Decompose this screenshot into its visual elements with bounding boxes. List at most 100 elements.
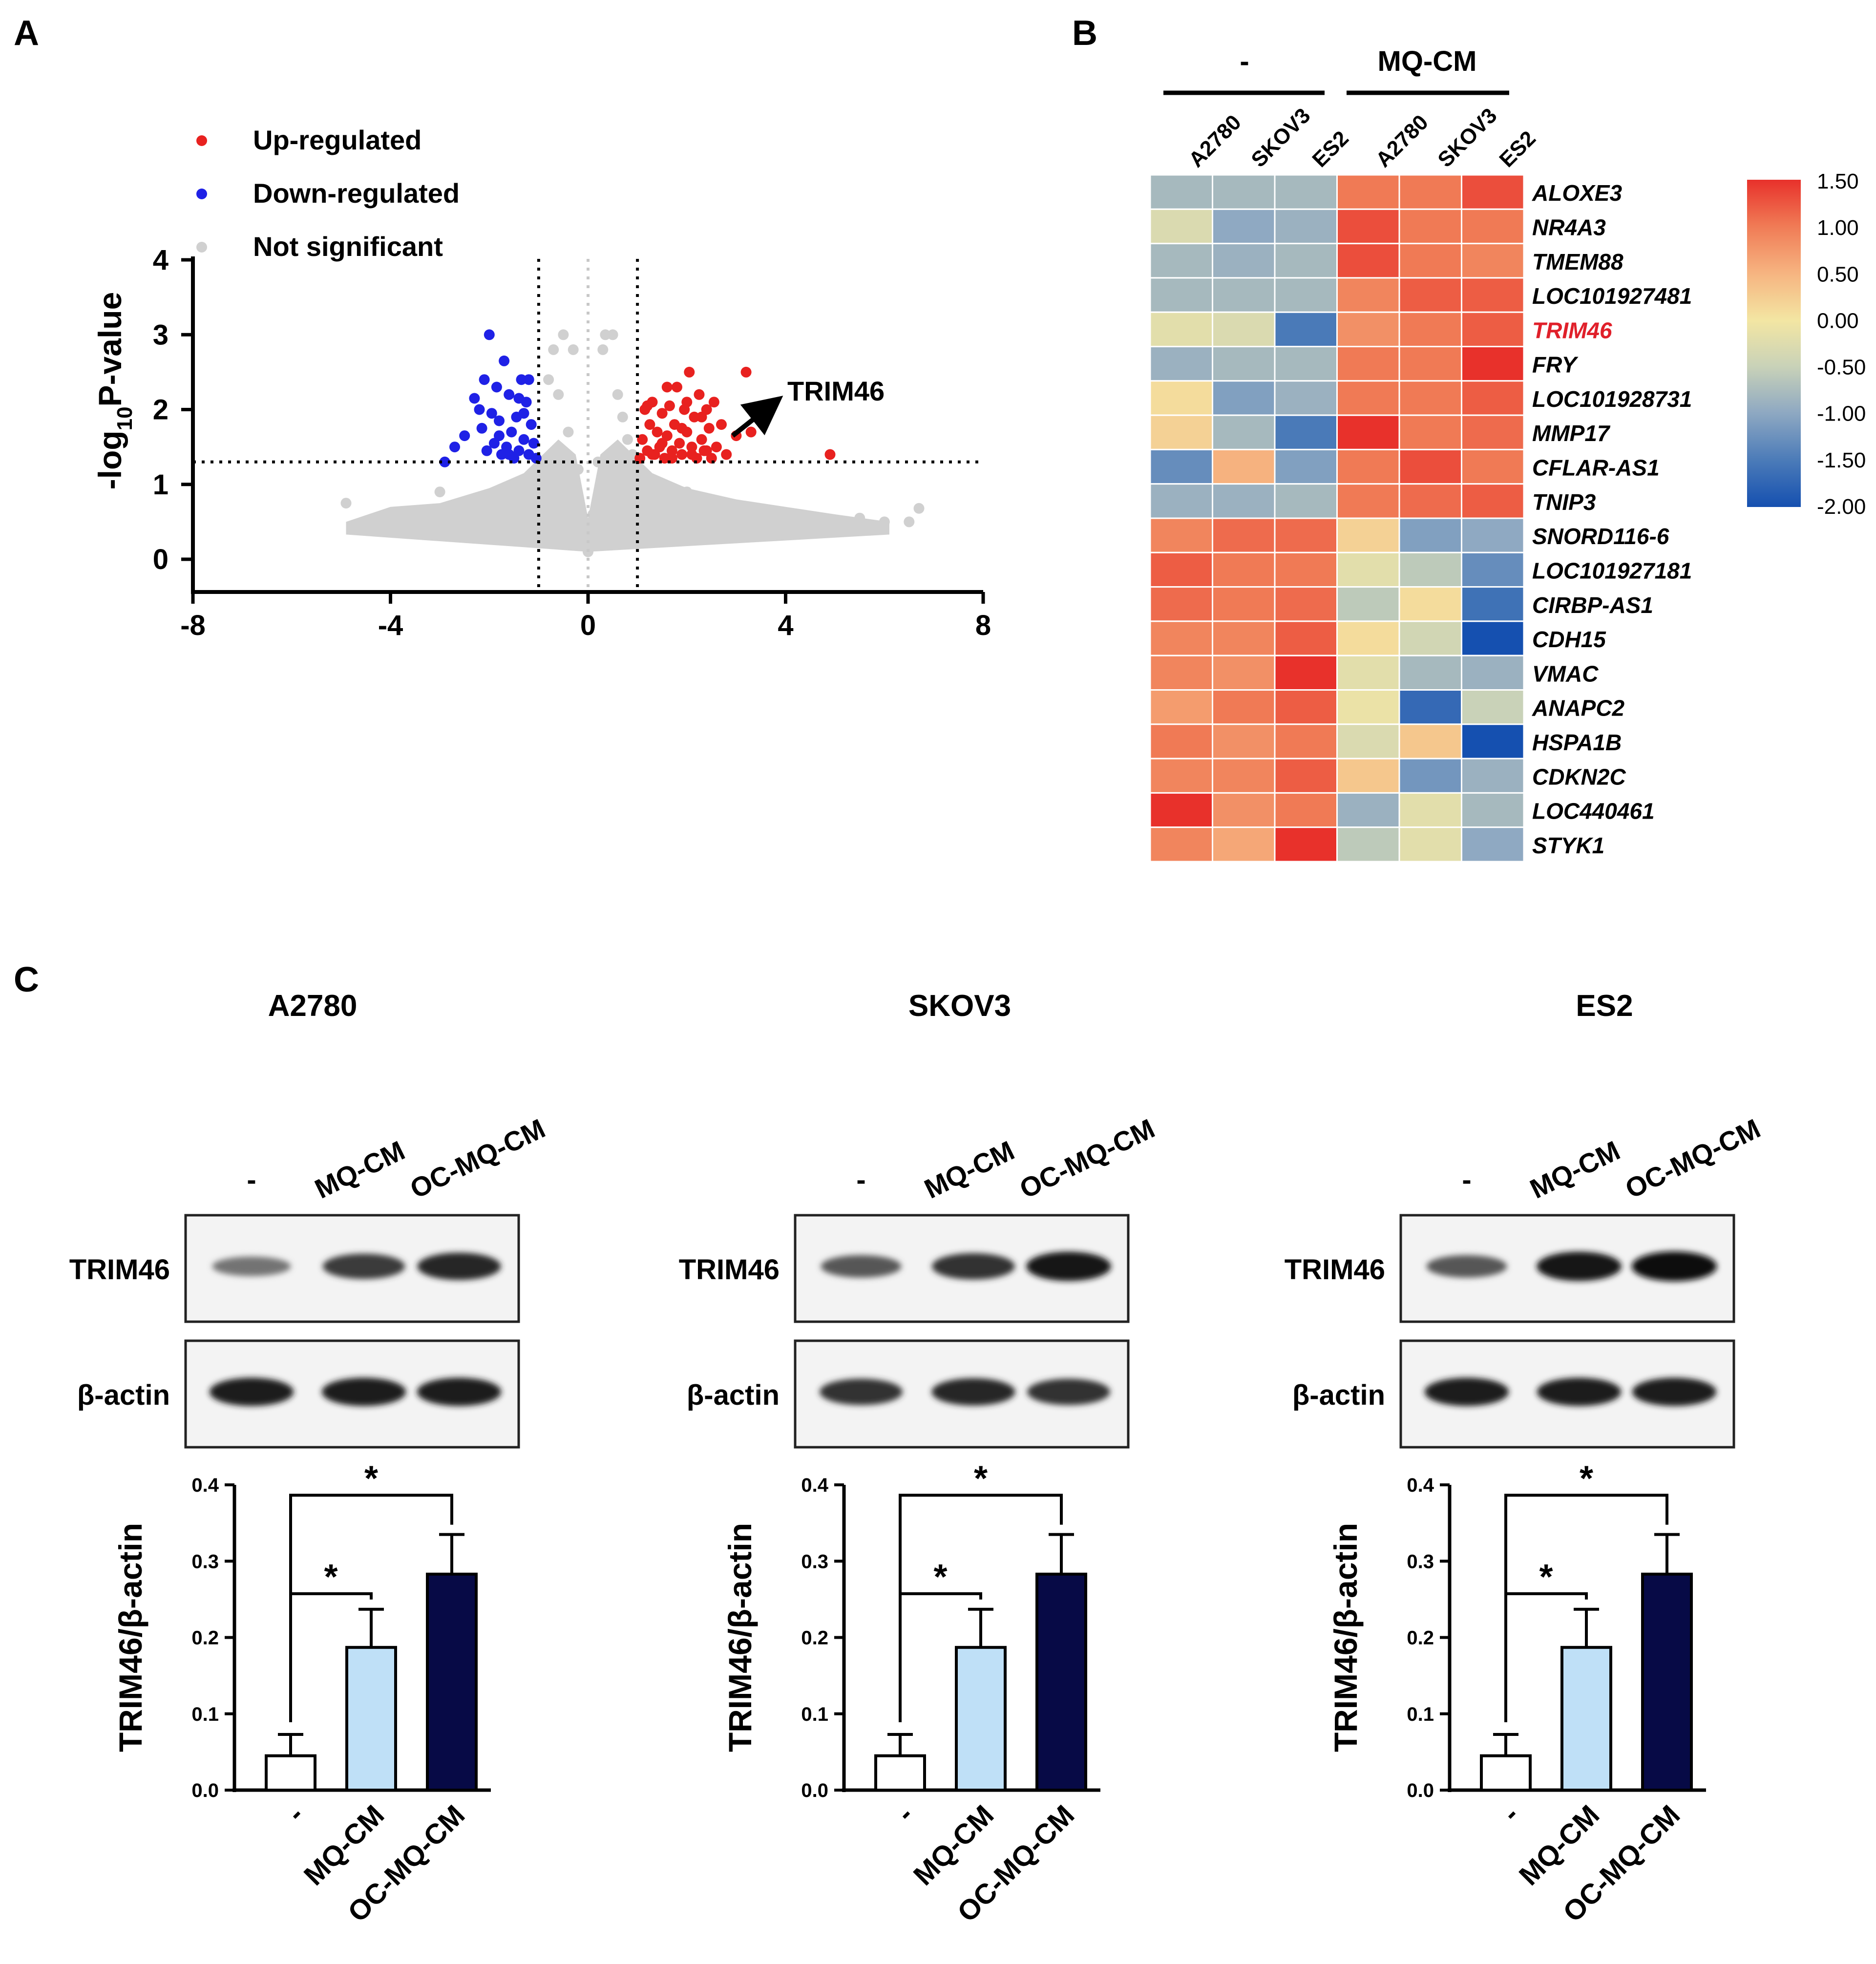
volcano-point-down-regulated [504,389,515,400]
volcano-point-not-significant [508,479,520,490]
heatmap-cell [1274,620,1338,656]
heatmap-cell [1149,723,1213,760]
heatmap-cell [1398,346,1462,382]
heatmap-cell [1461,208,1525,245]
heatmap-cell [1274,723,1338,760]
volcano-point-up-regulated [721,449,732,460]
heatmap-cell [1274,758,1338,794]
heatmap-cell [1274,174,1338,210]
volcano-point-down-regulated [523,449,534,460]
volcano-ytick-label: 0 [153,544,169,575]
heatmap-row-label: CDH15 [1532,627,1606,652]
blot-row-label: TRIM46 [69,1254,170,1286]
volcano-point-down-regulated [449,442,460,453]
significance-star: * [1580,1459,1593,1498]
bar-ytick-label: 0.1 [191,1704,219,1725]
bar [426,1572,478,1792]
bar-ytick-label: 0.1 [1407,1704,1434,1725]
volcano-point-not-significant [588,509,599,520]
volcano-point-not-significant [538,464,549,475]
heatmap-cell [1149,174,1213,210]
significance-star: * [364,1459,378,1498]
blot-row-label: β-actin [77,1379,170,1411]
volcano-point-down-regulated [496,449,507,460]
volcano-point-up-regulated [637,434,648,445]
blot-band [931,1378,1015,1406]
heatmap-row-label: LOC101928731 [1532,386,1692,412]
colorbar-tick-label: -0.50 [1817,356,1866,380]
heatmap-cell [1212,723,1276,760]
volcano-point-up-regulated [659,453,670,464]
heatmap-cell [1149,208,1213,245]
volcano-point-not-significant [731,501,742,512]
bar [345,1646,397,1792]
volcano-point-up-regulated [644,419,655,430]
volcano-point-not-significant [602,471,613,483]
volcano-point-not-significant [632,494,643,505]
volcano-point-not-significant [913,503,925,514]
heatmap-cell [1212,758,1276,794]
heatmap-cell [1336,243,1400,279]
blot-row-label: TRIM46 [679,1254,780,1286]
colorbar-tick-label: 0.00 [1817,309,1859,333]
volcano-point-down-regulated [481,445,492,456]
volcano-point-not-significant [543,374,554,385]
volcano-point-not-significant [854,512,865,524]
heatmap-cell [1461,792,1525,828]
volcano-point-down-regulated [526,419,537,430]
legend-down-label: Down-regulated [253,178,460,209]
heatmap-cell [1149,586,1213,622]
volcano-point-down-regulated [459,430,470,442]
colorbar-ticks: 1.50 1.00 0.50 0.00 -0.50 -1.00 -1.50 -2.00 [1817,169,1866,519]
bar [1560,1646,1612,1792]
volcano-point-not-significant [600,329,611,340]
heatmap-row-label: CFLAR-AS1 [1532,455,1660,481]
heatmap-cell [1336,311,1400,348]
heatmap-cell [1336,655,1400,691]
volcano-point-up-regulated [696,434,707,445]
heatmap: - MQ-CM A2780 SKOV3 ES2 A2780 SKOV3 ES2 … [1149,45,1866,863]
bar-ytick-label: 0.3 [1407,1551,1434,1572]
volcano-point-not-significant [656,479,668,490]
heatmap-cell [1274,208,1338,245]
heatmap-cell [1398,448,1462,485]
volcano-point-not-significant [681,486,693,498]
volcano-point-up-regulated [740,366,752,378]
heatmap-col-header: A2780 [1184,110,1245,172]
heatmap-cell [1212,208,1276,245]
heatmap-row-label: LOC101927181 [1532,558,1692,584]
heatmap-cell [1398,380,1462,416]
heatmap-cell [1149,517,1213,553]
heatmap-cell [1274,483,1338,519]
heatmap-row-label: ANAPC2 [1532,696,1625,721]
heatmap-cell [1398,208,1462,245]
volcano-legend: Up-regulated Down-regulated Not signific… [196,125,460,262]
blot-band [1537,1377,1622,1406]
heatmap-cell [1274,517,1338,553]
blot-band [1537,1251,1622,1281]
volcano-point-not-significant [484,494,495,505]
heatmap-cell [1461,277,1525,313]
significance-star: * [1539,1558,1553,1597]
volcano-axes: 0 1 2 3 4 -8 -4 0 4 8 [153,244,991,641]
volcano-point-not-significant [360,524,371,535]
bar [955,1646,1007,1792]
heatmap-cell [1336,483,1400,519]
bar [265,1754,316,1792]
volcano-point-down-regulated [474,404,485,415]
heatmap-cell [1336,346,1400,382]
heatmap-cell [1149,655,1213,691]
blot-band [1631,1251,1717,1282]
volcano-point-not-significant [558,329,569,340]
blot-lane-label: - [856,1164,865,1196]
blot-row-label: β-actin [687,1379,780,1411]
heatmap-cell [1336,689,1400,725]
heatmap-cell [1274,243,1338,279]
volcano-point-up-regulated [684,366,695,378]
heatmap-col-header: A2780 [1371,110,1433,172]
heatmap-cell [1398,483,1462,519]
volcano-ylabel: -log10P-value [92,292,137,490]
volcano-point-not-significant [622,434,633,445]
